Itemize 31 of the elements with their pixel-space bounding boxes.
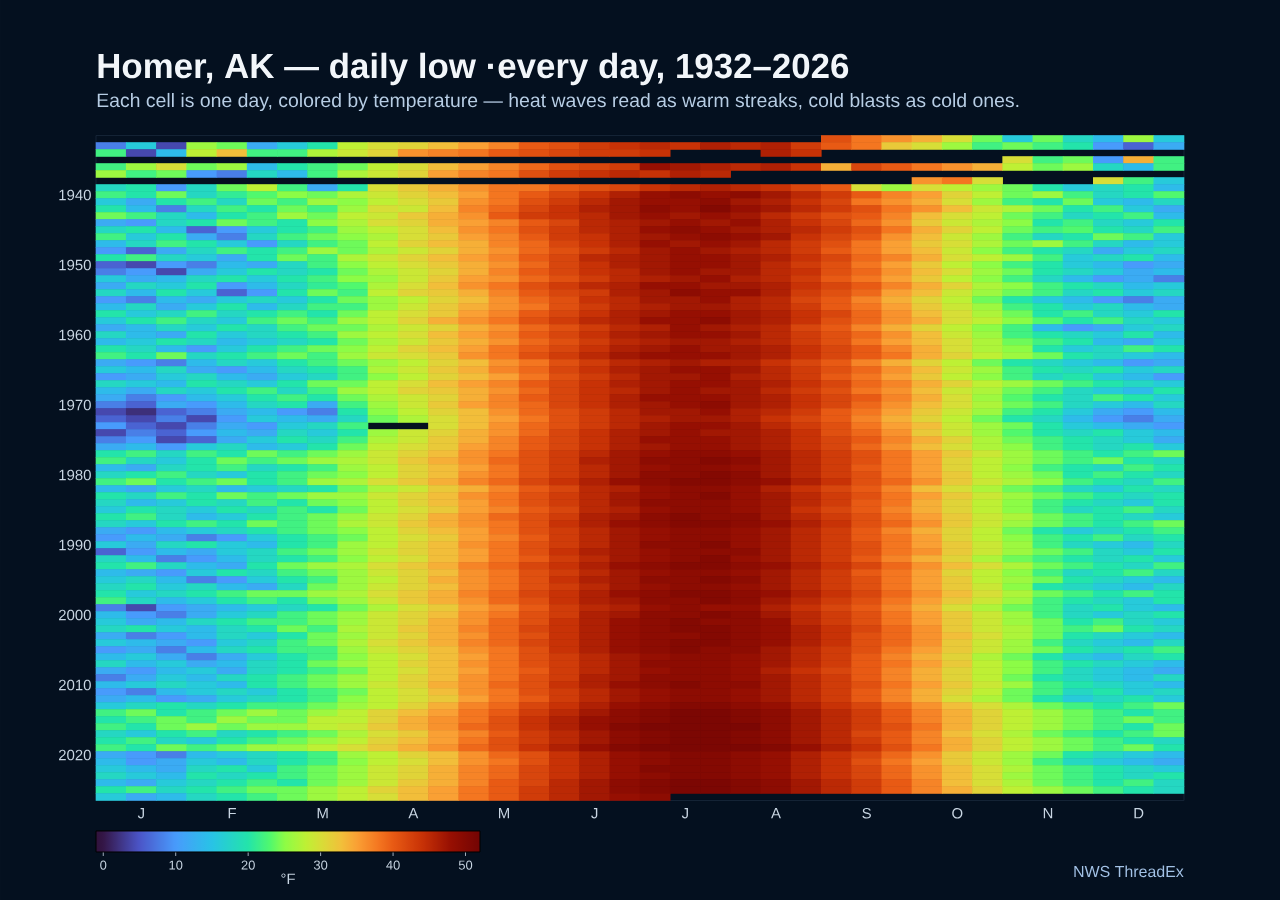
y-tick-label: 1990 <box>59 539 91 551</box>
y-tick-label: 1960 <box>59 329 91 341</box>
x-tick-label: A <box>408 808 419 819</box>
color-bar-label: 20 <box>241 860 255 870</box>
y-tick-label: 1950 <box>59 259 91 271</box>
chart-title: Homer, AK — daily low ·every day, 1932–2026 <box>98 52 849 86</box>
color-bar-label: 40 <box>386 860 400 870</box>
x-tick-label: O <box>952 808 963 819</box>
y-tick-label: 2020 <box>58 749 91 761</box>
text: NWS ThreadEx <box>1074 865 1184 878</box>
y-tick-label: 1970 <box>59 399 91 411</box>
y-tick-label: 2010 <box>58 679 91 691</box>
color-bar-label: 0 <box>100 860 107 870</box>
chart-subtitle: Each cell is one day, colored by temperature — heat waves read as warm streaks, cold blasts as cold ones. <box>97 92 1019 112</box>
x-tick-label: A <box>771 808 781 819</box>
y-tick-label: 1940 <box>59 189 91 201</box>
x-tick-label: M <box>317 808 328 819</box>
x-tick-label: J <box>681 808 688 819</box>
color-bar-label: 10 <box>169 860 183 870</box>
x-tick-label: N <box>1043 808 1053 819</box>
y-tick-label: 1980 <box>59 469 91 481</box>
x-tick-label: D <box>1134 808 1144 819</box>
color-bar-label: 30 <box>313 860 328 870</box>
x-tick-label: M <box>498 808 509 819</box>
y-tick-label: 2000 <box>58 609 91 621</box>
x-tick-label: F <box>228 808 236 819</box>
x-tick-label: S <box>862 808 871 819</box>
color-bar-title: °F <box>281 873 295 884</box>
x-tick-label: J <box>591 808 598 819</box>
color-bar-label: 50 <box>458 860 473 870</box>
x-tick-label: J <box>137 808 144 819</box>
